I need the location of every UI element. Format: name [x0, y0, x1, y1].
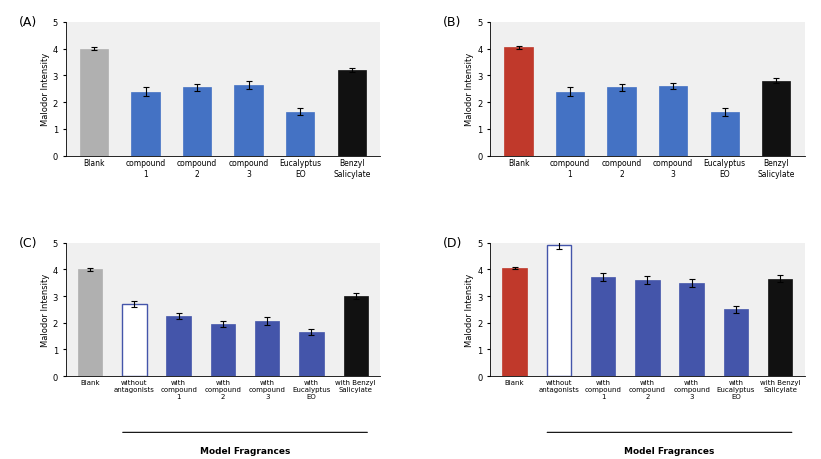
Y-axis label: Malodor Intensity: Malodor Intensity — [466, 273, 475, 346]
Y-axis label: Malodor Intensity: Malodor Intensity — [466, 53, 475, 126]
Text: Model Fragrances: Model Fragrances — [200, 446, 290, 455]
Text: Model Fragrances: Model Fragrances — [624, 446, 715, 455]
Text: (B): (B) — [443, 16, 461, 29]
Bar — [255, 322, 279, 376]
Bar — [591, 278, 615, 376]
Bar — [504, 48, 533, 157]
Bar — [78, 270, 103, 376]
Bar — [343, 297, 368, 376]
Bar — [183, 88, 211, 157]
Bar — [235, 86, 263, 157]
Bar — [300, 332, 323, 376]
Bar — [556, 92, 585, 157]
Bar — [131, 92, 160, 157]
Bar — [502, 269, 527, 376]
Text: (A): (A) — [19, 16, 37, 29]
Bar — [724, 310, 748, 376]
Bar — [286, 112, 314, 157]
Bar — [547, 246, 571, 376]
Text: (D): (D) — [443, 236, 462, 249]
Bar — [337, 71, 366, 157]
Bar — [768, 279, 792, 376]
Bar — [635, 280, 659, 376]
Bar — [167, 316, 190, 376]
Bar — [211, 325, 235, 376]
Bar — [710, 112, 739, 157]
Y-axis label: Malodor Intensity: Malodor Intensity — [41, 273, 50, 346]
Text: (C): (C) — [19, 236, 37, 249]
Bar — [80, 50, 108, 157]
Bar — [680, 283, 704, 376]
Y-axis label: Malodor Intensity: Malodor Intensity — [41, 53, 50, 126]
Bar — [762, 82, 791, 157]
Bar — [608, 88, 635, 157]
Bar — [122, 304, 146, 376]
Bar — [659, 87, 687, 157]
